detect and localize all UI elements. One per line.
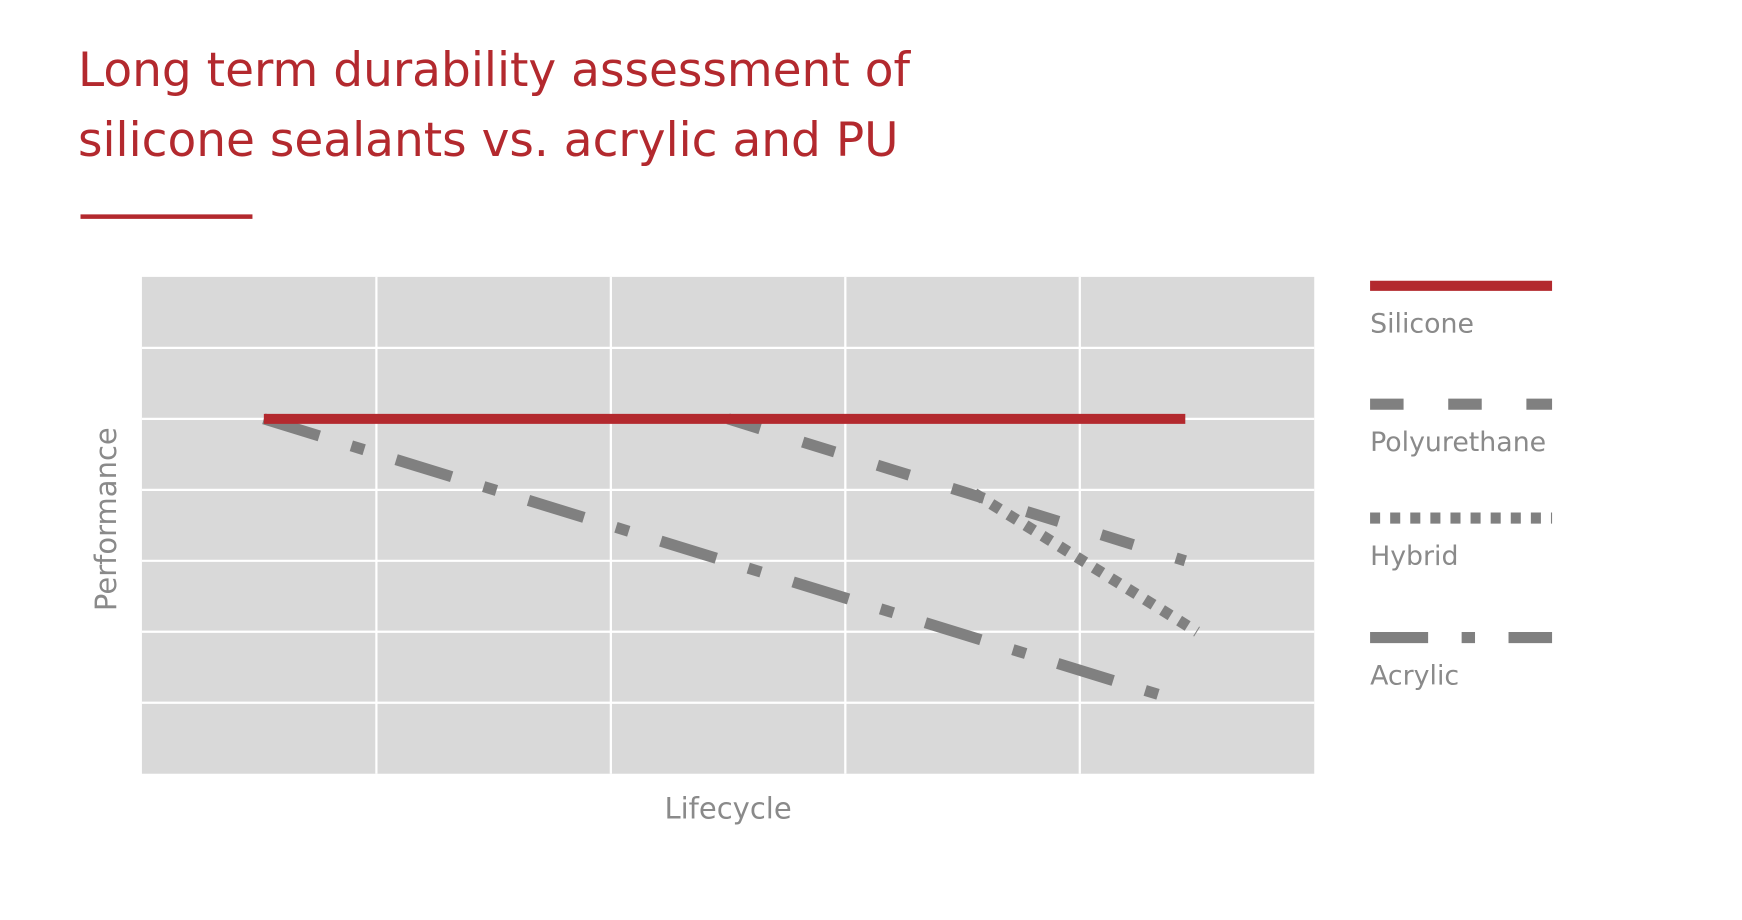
y-axis-label: Performance [89,427,123,611]
legend: Silicone Polyurethane Hybrid Acrylic [1370,280,1553,691]
series-line [262,413,1187,709]
x-axis-label: Lifecycle [664,791,791,825]
series-line [726,413,1187,567]
plot-area [141,276,1315,774]
series-line [971,488,1200,637]
legend-label: Polyurethane [1370,427,1546,458]
legend-label: Hybrid [1370,541,1458,572]
legend-label: Silicone [1370,309,1474,340]
chart-title: Long term durability assessment of silic… [78,43,911,168]
grid [141,276,1315,774]
legend-label: Acrylic [1370,660,1459,691]
lines [262,413,1200,709]
